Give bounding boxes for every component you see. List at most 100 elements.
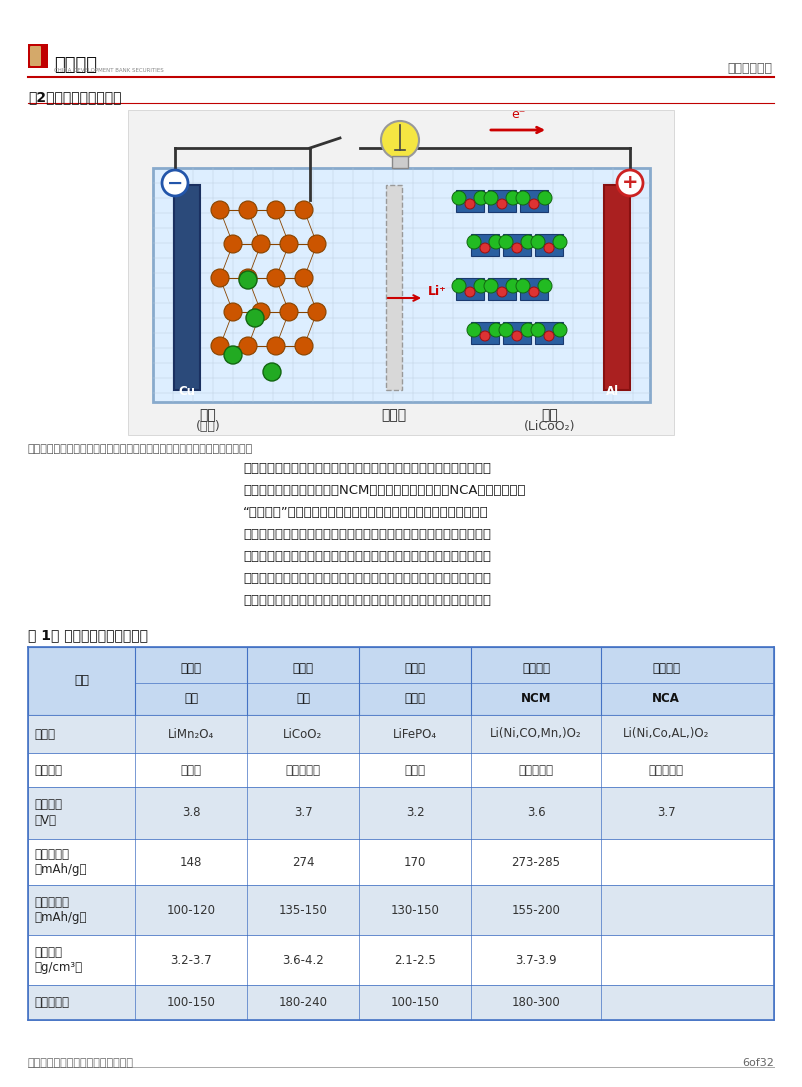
FancyBboxPatch shape — [456, 190, 484, 212]
Circle shape — [506, 191, 520, 205]
Text: Li(Ni,Co,AL,)O₂: Li(Ni,Co,AL,)O₂ — [623, 727, 709, 740]
Circle shape — [506, 279, 520, 293]
Text: 电解液: 电解液 — [382, 408, 407, 422]
Circle shape — [489, 323, 503, 337]
Text: e⁻: e⁻ — [511, 108, 525, 121]
Circle shape — [263, 363, 281, 382]
Circle shape — [553, 323, 567, 337]
Circle shape — [512, 332, 522, 341]
Circle shape — [467, 323, 481, 337]
Circle shape — [267, 268, 285, 287]
FancyBboxPatch shape — [174, 185, 200, 390]
Text: 比的新能源汽车和储能领域，而三元电池在能量密度、低温性能和电化: 比的新能源汽车和储能领域，而三元电池在能量密度、低温性能和电化 — [243, 572, 491, 585]
Circle shape — [280, 303, 298, 321]
Circle shape — [224, 346, 242, 364]
Circle shape — [239, 201, 257, 218]
FancyBboxPatch shape — [604, 185, 630, 390]
Text: 170: 170 — [404, 855, 426, 869]
Text: LiCoO₂: LiCoO₂ — [283, 727, 322, 740]
Text: +: + — [622, 174, 638, 192]
Circle shape — [211, 337, 229, 355]
Text: 三元电池: 三元电池 — [652, 662, 680, 675]
Circle shape — [308, 303, 326, 321]
Text: 请务必阅读正文之后的免责条款部分: 请务必阅读正文之后的免责条款部分 — [28, 1058, 134, 1069]
Circle shape — [544, 332, 554, 341]
Text: 6of32: 6of32 — [742, 1058, 774, 1069]
Text: LiFePO₄: LiFePO₄ — [393, 727, 437, 740]
Circle shape — [239, 337, 257, 355]
Circle shape — [162, 170, 188, 196]
Circle shape — [480, 332, 490, 341]
Text: 2.1-2.5: 2.1-2.5 — [394, 953, 435, 966]
Circle shape — [452, 191, 466, 205]
Circle shape — [484, 279, 498, 293]
Text: 项目: 项目 — [74, 675, 89, 687]
Circle shape — [516, 191, 530, 205]
Text: 实际比容量
（mAh/g）: 实际比容量 （mAh/g） — [34, 896, 87, 925]
Text: 130-150: 130-150 — [391, 903, 439, 916]
FancyBboxPatch shape — [488, 190, 516, 212]
Circle shape — [521, 235, 535, 249]
Text: 理论比容量
（mAh/g）: 理论比容量 （mAh/g） — [34, 848, 87, 876]
Text: 100-150: 100-150 — [167, 996, 216, 1009]
Text: 电池: 电池 — [184, 692, 198, 705]
Circle shape — [474, 191, 488, 205]
Text: 层状氧化物: 层状氧化物 — [519, 763, 553, 776]
Circle shape — [211, 268, 229, 287]
Text: 155-200: 155-200 — [512, 903, 561, 916]
Circle shape — [246, 309, 264, 327]
Circle shape — [252, 303, 270, 321]
Text: 层状氧化物: 层状氧化物 — [286, 763, 321, 776]
Circle shape — [538, 191, 552, 205]
Circle shape — [529, 199, 539, 209]
Circle shape — [499, 235, 513, 249]
Text: 148: 148 — [180, 855, 202, 869]
Text: 3.7: 3.7 — [294, 807, 312, 820]
Text: 图2：锂电池充放电过程: 图2：锂电池充放电过程 — [28, 90, 121, 104]
Text: 三元电池: 三元电池 — [522, 662, 550, 675]
Text: −: − — [167, 174, 183, 192]
FancyBboxPatch shape — [30, 46, 41, 66]
Text: 国开证券: 国开证券 — [54, 57, 97, 74]
FancyBboxPatch shape — [471, 234, 499, 257]
Text: 3.2: 3.2 — [406, 807, 424, 820]
Text: Li⁺: Li⁺ — [428, 285, 447, 298]
Text: 尖晶石: 尖晶石 — [180, 763, 201, 776]
Text: Cu: Cu — [178, 385, 195, 398]
Circle shape — [497, 287, 507, 297]
Text: 学性能方面具备优势，适合应用于高端长续航新能源汽车和储能领域。: 学性能方面具备优势，适合应用于高端长续航新能源汽车和储能领域。 — [243, 594, 491, 607]
Circle shape — [465, 199, 475, 209]
Text: 橄榄石: 橄榄石 — [404, 763, 426, 776]
Circle shape — [308, 235, 326, 253]
Circle shape — [497, 199, 507, 209]
Text: 273-285: 273-285 — [512, 855, 561, 869]
Text: (石墨): (石墨) — [196, 420, 221, 433]
Text: (LiCoO₂): (LiCoO₂) — [525, 420, 576, 433]
Circle shape — [544, 243, 554, 253]
Circle shape — [484, 191, 498, 205]
FancyBboxPatch shape — [503, 322, 531, 343]
Text: 层状氧化物: 层状氧化物 — [649, 763, 683, 776]
Circle shape — [489, 235, 503, 249]
Text: LiMn₂O₄: LiMn₂O₄ — [168, 727, 214, 740]
FancyBboxPatch shape — [128, 110, 674, 435]
Text: 锂电池、镕魈锶酸锂电池（NCM）和镕魈铝酸锂电池（NCA）（两者合称: 锂电池、镕魈锶酸锂电池（NCM）和镕魈铝酸锂电池（NCA）（两者合称 — [243, 484, 525, 497]
Text: 负极: 负极 — [200, 408, 217, 422]
FancyBboxPatch shape — [28, 647, 774, 715]
Circle shape — [452, 279, 466, 293]
Text: 电压平台
（V）: 电压平台 （V） — [34, 799, 62, 827]
Text: 180-300: 180-300 — [512, 996, 561, 1009]
Circle shape — [474, 279, 488, 293]
Text: 锶酸锂: 锶酸锂 — [180, 662, 201, 675]
FancyBboxPatch shape — [28, 753, 774, 787]
FancyBboxPatch shape — [456, 278, 484, 300]
FancyBboxPatch shape — [535, 322, 563, 343]
Text: 3.7: 3.7 — [657, 807, 675, 820]
Text: 根据正极材料的不同，锂电池可分为锶酸锂电池、魈酸锂电池、磷酸铁: 根据正极材料的不同，锂电池可分为锶酸锂电池、魈酸锂电池、磷酸铁 — [243, 462, 491, 475]
FancyBboxPatch shape — [153, 168, 650, 402]
Circle shape — [553, 235, 567, 249]
Text: 平均能量密: 平均能量密 — [34, 996, 69, 1009]
Text: 274: 274 — [292, 855, 314, 869]
FancyBboxPatch shape — [471, 322, 499, 343]
Text: 两者在性能方面存在不同，各有所长，适合应用在不同场景。磷酸铁锂: 两者在性能方面存在不同，各有所长，适合应用在不同场景。磷酸铁锂 — [243, 528, 491, 541]
